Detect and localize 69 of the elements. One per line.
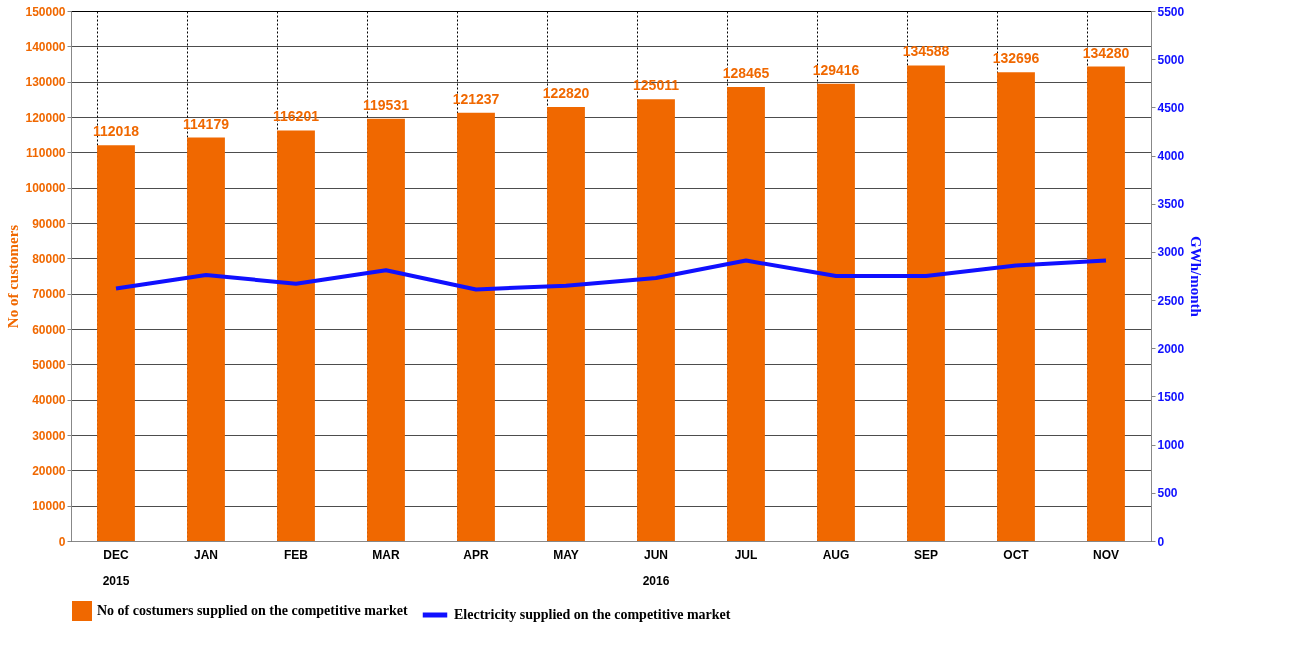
x-tick-label: NOV bbox=[1092, 547, 1120, 562]
x-tick-label: JAN bbox=[193, 547, 219, 562]
y2-tick-label: 2000 bbox=[1157, 341, 1185, 356]
x-tick-label: FEB bbox=[284, 547, 309, 562]
bar bbox=[457, 112, 495, 541]
bar bbox=[997, 72, 1035, 541]
data-label: 134588 bbox=[902, 43, 950, 60]
x-tick-label: OCT bbox=[1003, 547, 1030, 562]
x-tick-label: AUG bbox=[822, 547, 850, 562]
y-tick-label: 120000 bbox=[25, 110, 66, 125]
y-tick-label: 0 bbox=[58, 534, 66, 549]
text: 2015 bbox=[102, 574, 130, 588]
y-tick-label: 10000 bbox=[32, 499, 66, 514]
y2-tick-label: 4500 bbox=[1157, 100, 1185, 115]
legend-label: Electricity supplied on the competitive market bbox=[454, 607, 731, 622]
bar bbox=[187, 137, 225, 541]
data-label: 129416 bbox=[812, 61, 860, 78]
bar bbox=[907, 65, 945, 541]
data-label: 132696 bbox=[992, 50, 1040, 67]
bar bbox=[637, 99, 675, 541]
line-series bbox=[114, 258, 1108, 292]
data-label: 121237 bbox=[452, 90, 500, 107]
y-tick-label: 100000 bbox=[25, 181, 66, 196]
x-tick-label: JUN bbox=[643, 547, 669, 562]
data-label: 134280 bbox=[1082, 44, 1130, 61]
y2-tick-label: 4000 bbox=[1157, 149, 1185, 164]
data-label: 119531 bbox=[363, 96, 410, 113]
y2-tick-label: 5000 bbox=[1157, 52, 1185, 67]
bar bbox=[97, 145, 135, 541]
bar bbox=[547, 107, 585, 541]
bar bbox=[367, 118, 405, 541]
x-tick-label: SEP bbox=[913, 547, 939, 562]
x-tick-label: JUL bbox=[734, 547, 758, 562]
y2-tick-label: 1000 bbox=[1157, 438, 1185, 453]
data-label: 128465 bbox=[722, 65, 770, 82]
y2-tick-label: 0 bbox=[1157, 534, 1165, 549]
y-tick-label: 130000 bbox=[25, 75, 66, 90]
y-tick-label: 20000 bbox=[32, 463, 66, 478]
y2-tick-label: 500 bbox=[1157, 486, 1178, 501]
data-label: 122820 bbox=[542, 85, 590, 102]
y-tick-label: 90000 bbox=[32, 216, 66, 231]
y-axis-title: No of customers bbox=[5, 224, 22, 329]
bar bbox=[277, 130, 315, 541]
y-tick-label: 60000 bbox=[32, 322, 66, 337]
text: 2016 bbox=[642, 574, 670, 588]
legend-label: No of costumers supplied on the competitive market bbox=[97, 603, 409, 618]
y-tick-label: 30000 bbox=[32, 428, 66, 443]
y-tick-label: 110000 bbox=[26, 145, 66, 160]
x-tick-label: MAY bbox=[553, 547, 579, 562]
data-label: 112018 bbox=[93, 123, 140, 140]
y2-tick-label: 2500 bbox=[1157, 293, 1185, 308]
data-label: 114179 bbox=[183, 115, 230, 132]
y-tick-label: 40000 bbox=[32, 393, 66, 408]
bar bbox=[727, 87, 765, 541]
y2-tick-label: 3500 bbox=[1157, 197, 1185, 212]
bar bbox=[1087, 66, 1125, 541]
y2-tick-label: 5500 bbox=[1157, 4, 1185, 19]
y-tick-label: 70000 bbox=[32, 287, 66, 302]
y2-axis-title: GWh/month bbox=[1188, 236, 1205, 318]
bar bbox=[817, 83, 855, 541]
y2-tick-label: 1500 bbox=[1157, 389, 1185, 404]
y-tick-label: 140000 bbox=[25, 39, 66, 54]
y-tick-label: 150000 bbox=[25, 4, 66, 19]
y2-tick-label: 3000 bbox=[1157, 245, 1185, 260]
x-tick-label: APR bbox=[463, 547, 489, 562]
x-tick-label: MAR bbox=[372, 547, 400, 562]
x-tick-label: DEC bbox=[103, 547, 129, 562]
y-tick-label: 80000 bbox=[32, 251, 66, 266]
y-tick-label: 50000 bbox=[32, 357, 66, 372]
